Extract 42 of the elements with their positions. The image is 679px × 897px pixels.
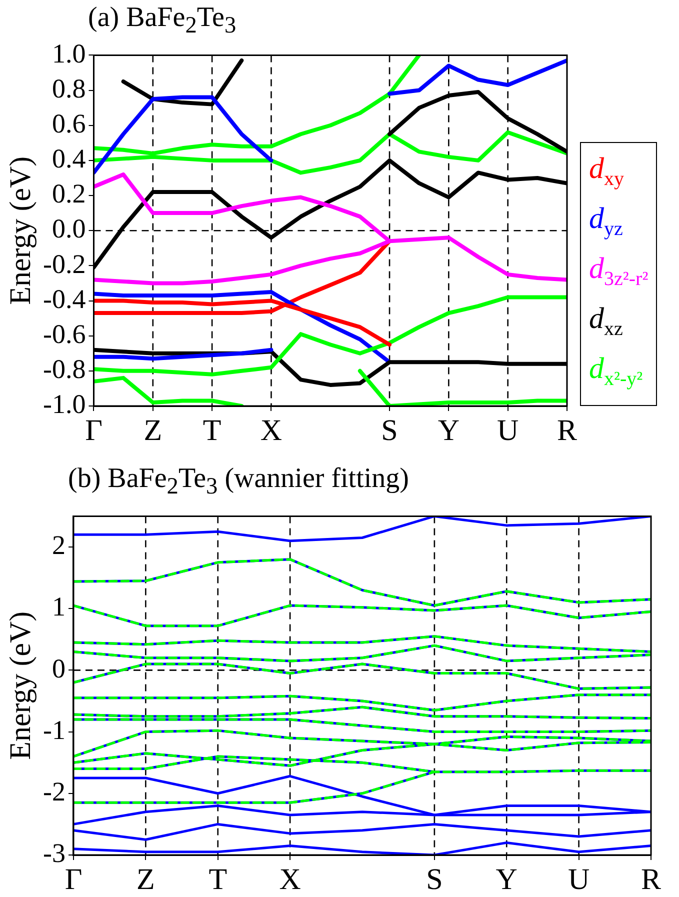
- y-tick-label: -3: [42, 838, 66, 868]
- x-tick-label: U: [568, 862, 590, 896]
- x-tick-label: T: [208, 862, 228, 896]
- y-tick-label: -2: [42, 776, 66, 806]
- text: d$_{3z²-r²}$: [589, 251, 648, 292]
- y-tick-label: -0.2: [42, 248, 86, 279]
- x-tick-label: Z: [136, 862, 155, 896]
- x-tick-label: Γ: [85, 414, 102, 447]
- y-tick-label: 0.8: [52, 73, 86, 104]
- series-label: d$_{x²-y²}$: [589, 351, 644, 392]
- y-tick-label: 0.6: [52, 108, 86, 138]
- y-axis-title: Energy (eV): [4, 611, 37, 760]
- y-tick-label: 0.2: [52, 178, 86, 209]
- y-tick-label: 1.0: [52, 38, 86, 68]
- x-tick-label: T: [202, 414, 222, 447]
- y-tick-label: 0.4: [52, 144, 86, 174]
- y-tick-label: 1: [52, 592, 66, 622]
- y-tick-label: -0.6: [42, 318, 86, 349]
- x-tick-label: Γ: [64, 862, 82, 896]
- y-tick-label: -1.0: [42, 389, 86, 420]
- y-tick-label: 0: [52, 653, 66, 684]
- x-tick-label: X: [279, 862, 302, 896]
- y-tick-label: -1: [42, 714, 66, 745]
- chart-title: (b) BaFe$_{2}$Te$_{3}$ (wannier fitting): [67, 462, 410, 500]
- x-tick-label: S: [381, 414, 398, 447]
- y-tick-label: 0.0: [52, 214, 86, 244]
- y-axis-title: Energy (eV): [4, 156, 37, 305]
- x-tick-label: S: [426, 862, 443, 896]
- x-tick-label: X: [260, 414, 282, 447]
- x-tick-label: Y: [438, 414, 460, 447]
- chart-title: (a) BaFe$_{2}$Te$_{3}$: [87, 1, 238, 39]
- text: d$_{yz}$: [589, 201, 624, 242]
- y-tick-label: -0.4: [42, 284, 86, 314]
- x-tick-label: Y: [496, 862, 518, 896]
- y-tick-label: 2: [52, 530, 66, 560]
- series-label: d$_{xz}$: [589, 301, 624, 342]
- x-tick-label: R: [640, 862, 662, 896]
- x-tick-label: Z: [144, 414, 162, 447]
- text: d$_{xy}$: [589, 151, 625, 192]
- x-tick-label: U: [497, 414, 519, 447]
- x-tick-label: R: [556, 414, 578, 447]
- y-tick-label: -0.8: [42, 354, 86, 384]
